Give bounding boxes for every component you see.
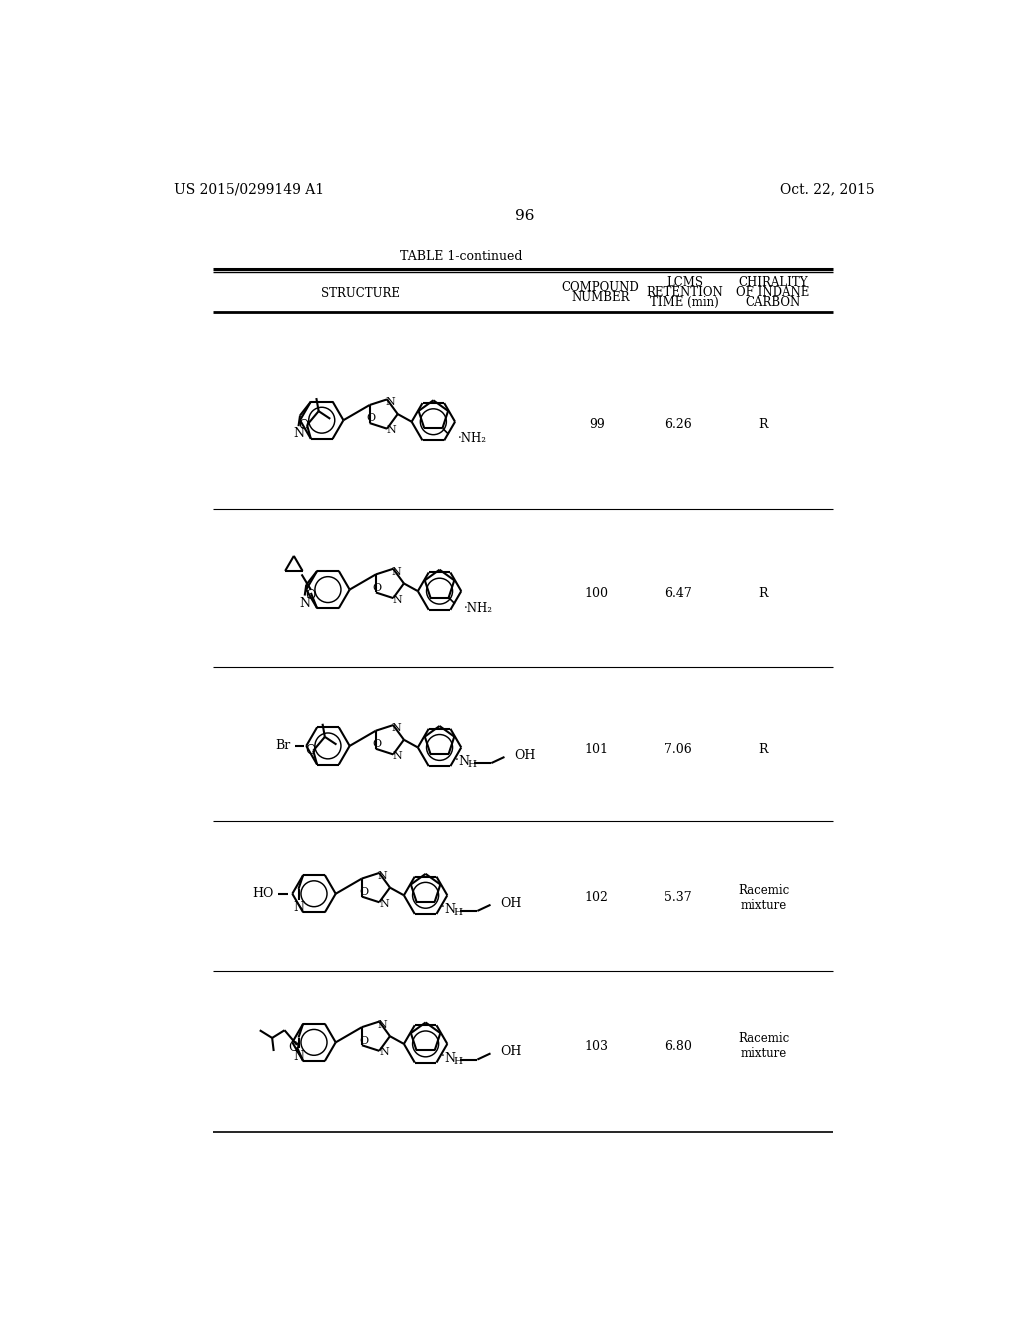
- Text: 99: 99: [589, 417, 605, 430]
- Text: N: N: [444, 903, 456, 916]
- Text: O: O: [373, 739, 382, 750]
- Text: OH: OH: [501, 896, 522, 909]
- Text: 103: 103: [585, 1040, 609, 1053]
- Text: ·: ·: [455, 754, 459, 767]
- Text: H: H: [454, 908, 463, 917]
- Text: 100: 100: [585, 587, 609, 601]
- Text: N: N: [459, 755, 470, 768]
- Text: N: N: [379, 1047, 389, 1057]
- Text: O: O: [358, 887, 368, 898]
- Text: STRUCTURE: STRUCTURE: [321, 286, 400, 300]
- Text: N: N: [378, 871, 387, 880]
- Text: RETENTION: RETENTION: [646, 286, 723, 298]
- Text: O: O: [289, 1040, 299, 1053]
- Text: OH: OH: [501, 1045, 522, 1059]
- Text: O: O: [373, 583, 382, 593]
- Text: Oct. 22, 2015: Oct. 22, 2015: [780, 182, 876, 197]
- Text: O: O: [305, 744, 315, 758]
- Text: 101: 101: [585, 743, 609, 756]
- Text: HO: HO: [252, 887, 273, 900]
- Text: OF INDANE: OF INDANE: [736, 286, 810, 298]
- Text: N: N: [293, 1049, 304, 1063]
- Text: ·NH₂: ·NH₂: [458, 433, 487, 445]
- Text: N: N: [391, 723, 401, 733]
- Text: 6.47: 6.47: [665, 587, 692, 601]
- Text: R: R: [759, 417, 768, 430]
- Text: N: N: [387, 425, 396, 436]
- Text: Racemic
mixture: Racemic mixture: [738, 1032, 790, 1060]
- Text: Racemic
mixture: Racemic mixture: [738, 883, 790, 912]
- Text: R: R: [759, 587, 768, 601]
- Text: NUMBER: NUMBER: [571, 292, 630, 305]
- Text: N: N: [299, 597, 310, 610]
- Text: N: N: [393, 751, 402, 760]
- Text: N: N: [391, 566, 401, 577]
- Text: 96: 96: [515, 209, 535, 223]
- Text: CHIRALITY: CHIRALITY: [738, 276, 808, 289]
- Text: O: O: [367, 413, 376, 424]
- Text: N: N: [293, 428, 304, 441]
- Text: ·NH₂: ·NH₂: [464, 602, 494, 615]
- Text: TABLE 1-continued: TABLE 1-continued: [400, 251, 522, 264]
- Text: O: O: [358, 1036, 368, 1045]
- Text: CARBON: CARBON: [745, 296, 801, 309]
- Text: 6.26: 6.26: [665, 417, 692, 430]
- Text: O: O: [299, 418, 309, 432]
- Text: Br: Br: [275, 739, 291, 752]
- Text: 6.80: 6.80: [665, 1040, 692, 1053]
- Text: ·: ·: [440, 902, 444, 915]
- Text: 5.37: 5.37: [665, 891, 692, 904]
- Text: LCMS: LCMS: [666, 276, 702, 289]
- Text: N: N: [444, 1052, 456, 1064]
- Text: N: N: [385, 397, 395, 408]
- Text: O: O: [306, 590, 316, 602]
- Text: H: H: [467, 760, 476, 770]
- Text: 7.06: 7.06: [665, 743, 692, 756]
- Text: 102: 102: [585, 891, 609, 904]
- Text: COMPOUND: COMPOUND: [562, 281, 640, 294]
- Text: N: N: [393, 594, 402, 605]
- Text: TIME (min): TIME (min): [650, 296, 719, 309]
- Text: N: N: [293, 902, 304, 913]
- Text: H: H: [454, 1056, 463, 1065]
- Text: US 2015/0299149 A1: US 2015/0299149 A1: [174, 182, 325, 197]
- Text: ·: ·: [440, 1049, 444, 1063]
- Text: OH: OH: [514, 748, 536, 762]
- Text: N: N: [379, 899, 389, 908]
- Text: N: N: [378, 1019, 387, 1030]
- Text: R: R: [759, 743, 768, 756]
